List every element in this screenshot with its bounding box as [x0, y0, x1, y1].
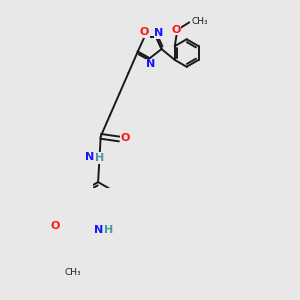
- Text: O: O: [120, 133, 130, 143]
- Text: N: N: [85, 152, 94, 163]
- Text: H: H: [94, 153, 104, 163]
- Text: O: O: [50, 221, 60, 231]
- Text: CH₃: CH₃: [192, 16, 208, 26]
- Text: O: O: [140, 27, 149, 38]
- Text: N: N: [94, 225, 104, 235]
- Text: O: O: [171, 25, 181, 35]
- Text: N: N: [154, 28, 164, 38]
- Text: CH₃: CH₃: [64, 268, 81, 277]
- Text: N: N: [146, 59, 156, 69]
- Text: H: H: [104, 226, 113, 236]
